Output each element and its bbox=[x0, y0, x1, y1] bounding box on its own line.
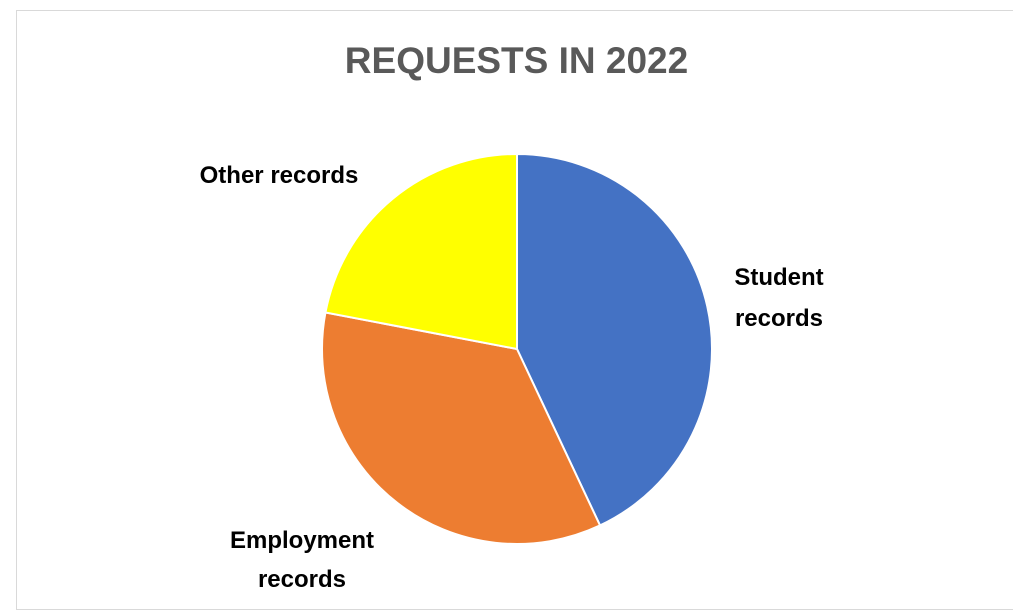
chart-title: REQUESTS IN 2022 bbox=[344, 40, 689, 81]
label-employment-line2: records bbox=[258, 566, 346, 593]
label-student-line1: Student bbox=[734, 264, 823, 291]
label-other: Other records bbox=[200, 162, 359, 189]
slice-student-records bbox=[516, 152, 713, 527]
slice-employment-records bbox=[321, 311, 602, 545]
label-student-line2: records bbox=[735, 305, 823, 332]
slice-other-records bbox=[324, 152, 518, 351]
label-employment-line1: Employment bbox=[230, 527, 374, 554]
